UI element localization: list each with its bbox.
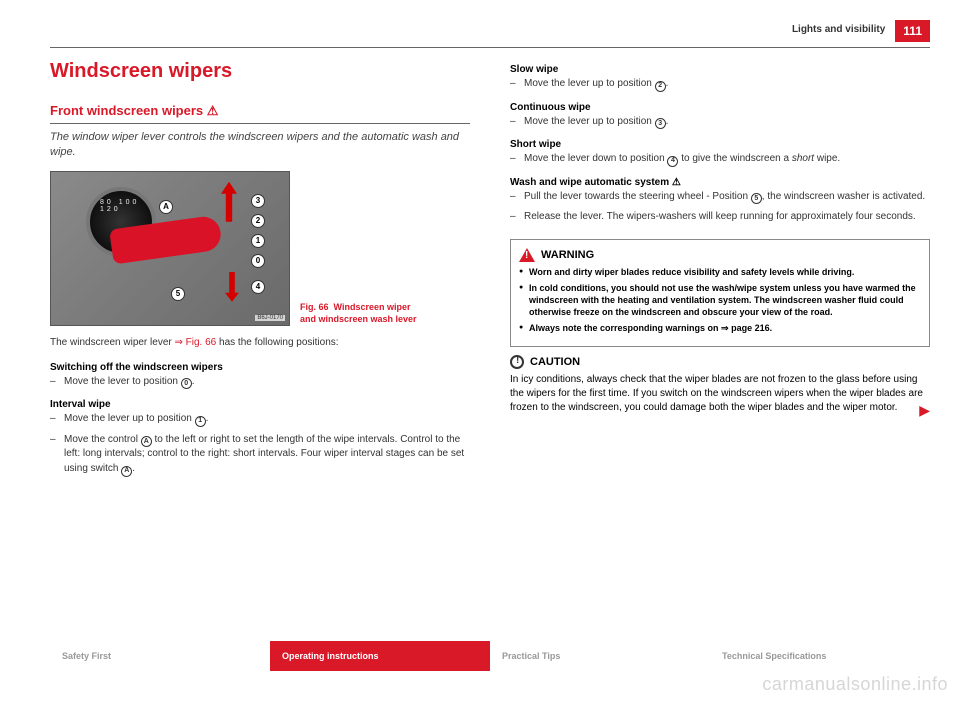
sec5-step1: Move the lever down to position 4 to giv… xyxy=(524,152,930,167)
caution-icon xyxy=(510,355,524,369)
figure-row: A 3 2 1 0 4 5 B6J-0170 Fig. 66 Windscree… xyxy=(50,171,470,326)
t: . xyxy=(206,413,209,424)
callout-a: A xyxy=(159,200,173,214)
t: Move the lever to position xyxy=(64,376,181,387)
sec6-step2: Release the lever. The wipers-washers wi… xyxy=(524,210,930,225)
control-a-icon-2: A xyxy=(121,466,132,477)
sec2-step1: Move the lever up to position 1. xyxy=(64,412,470,427)
pos-2-icon: 2 xyxy=(655,81,666,92)
footer-safety[interactable]: Safety First xyxy=(50,641,270,671)
sec4-title: Continuous wipe xyxy=(510,102,930,113)
sec2-step2: Move the control A to the left or right … xyxy=(64,433,470,477)
pos-4-icon: 4 xyxy=(667,156,678,167)
footer-operating[interactable]: Operating instructions xyxy=(270,641,490,671)
callout-1: 1 xyxy=(251,234,265,248)
pos-3-icon: 3 xyxy=(655,118,666,129)
footer-practical[interactable]: Practical Tips xyxy=(490,641,710,671)
sec3-step1: Move the lever up to position 2. xyxy=(524,77,930,92)
figure-number: Fig. 66 xyxy=(300,302,329,312)
page-header: Lights and visibility 111 xyxy=(50,24,930,48)
sec4-step1: Move the lever up to position 3. xyxy=(524,115,930,130)
sec6-title: Wash and wipe automatic system ⚠ xyxy=(510,177,930,188)
t: In icy conditions, always check that the… xyxy=(510,374,923,413)
fig-ref-link[interactable]: ⇒ Fig. 66 xyxy=(175,337,217,348)
warning-item: Worn and dirty wiper blades reduce visib… xyxy=(519,266,921,278)
callout-3: 3 xyxy=(251,194,265,208)
italic: short xyxy=(792,153,814,164)
pos-5-icon: 5 xyxy=(751,193,762,204)
after-figure-text: The windscreen wiper lever ⇒ Fig. 66 has… xyxy=(50,336,470,350)
t: . xyxy=(666,116,669,127)
t: wipe. xyxy=(814,153,840,164)
intro-text: The window wiper lever controls the wind… xyxy=(50,130,470,161)
t: , the windscreen washer is activated. xyxy=(762,191,925,202)
t: Move the lever up to position xyxy=(524,78,655,89)
main-heading: Windscreen wipers xyxy=(50,60,470,83)
sec1-title: Switching off the windscreen wipers xyxy=(50,362,470,373)
callout-2: 2 xyxy=(251,214,265,228)
t: . xyxy=(666,78,669,89)
after-fig-1: The windscreen wiper lever xyxy=(50,337,175,348)
warning-icon xyxy=(519,248,535,262)
down-arrow-icon xyxy=(225,272,239,302)
sec3-title: Slow wipe xyxy=(510,64,930,75)
t: Move the control xyxy=(64,434,141,445)
t: Move the lever up to position xyxy=(64,413,195,424)
up-arrow-icon xyxy=(221,182,237,222)
warning-item: Always note the corresponding warnings o… xyxy=(519,322,921,334)
page: Lights and visibility 111 Windscreen wip… xyxy=(0,0,960,701)
sec6-step1: Pull the lever towards the steering whee… xyxy=(524,190,930,205)
warning-label: WARNING xyxy=(541,249,594,261)
pos-1-icon: 1 xyxy=(195,416,206,427)
right-column: Slow wipe Move the lever up to position … xyxy=(510,60,930,621)
page-number: 111 xyxy=(895,20,930,42)
caution-label: CAUTION xyxy=(530,356,580,368)
t: Pull the lever towards the steering whee… xyxy=(524,191,751,202)
pos-0-icon: 0 xyxy=(181,378,192,389)
sec1-step1: Move the lever to position 0. xyxy=(64,375,470,390)
t: Move the lever down to position xyxy=(524,153,667,164)
t: to give the windscreen a xyxy=(678,153,791,164)
warning-box: WARNING Worn and dirty wiper blades redu… xyxy=(510,239,930,348)
sec2-title: Interval wipe xyxy=(50,399,470,410)
caution-text: In icy conditions, always check that the… xyxy=(510,373,930,415)
watermark: carmanualsonline.info xyxy=(762,674,948,695)
footer-technical[interactable]: Technical Specifications xyxy=(710,641,930,671)
t: . xyxy=(192,376,195,387)
callout-0: 0 xyxy=(251,254,265,268)
sub-heading: Front windscreen wipers ⚠ xyxy=(50,103,470,124)
left-column: Windscreen wipers Front windscreen wiper… xyxy=(50,60,470,621)
caution-box: CAUTION In icy conditions, always check … xyxy=(510,355,930,421)
control-a-icon: A xyxy=(141,436,152,447)
continue-icon: ▶ xyxy=(919,401,930,421)
sec5-title: Short wipe xyxy=(510,139,930,150)
warning-title: WARNING xyxy=(519,248,921,262)
content-area: Windscreen wipers Front windscreen wiper… xyxy=(50,60,930,621)
t: . xyxy=(132,463,135,474)
warning-item: In cold conditions, you should not use t… xyxy=(519,282,921,318)
chapter-name: Lights and visibility xyxy=(792,24,885,39)
caution-title: CAUTION xyxy=(510,355,930,369)
callout-4: 4 xyxy=(251,280,265,294)
footer-tabs: Safety First Operating instructions Prac… xyxy=(50,641,930,671)
figure-image: A 3 2 1 0 4 5 B6J-0170 xyxy=(50,171,290,326)
figure-caption: Fig. 66 Windscreen wiper and windscreen … xyxy=(300,302,420,325)
t: Move the lever up to position xyxy=(524,116,655,127)
callout-5: 5 xyxy=(171,287,185,301)
figure-code: B6J-0170 xyxy=(255,315,285,321)
after-fig-2: has the following positions: xyxy=(216,337,338,348)
